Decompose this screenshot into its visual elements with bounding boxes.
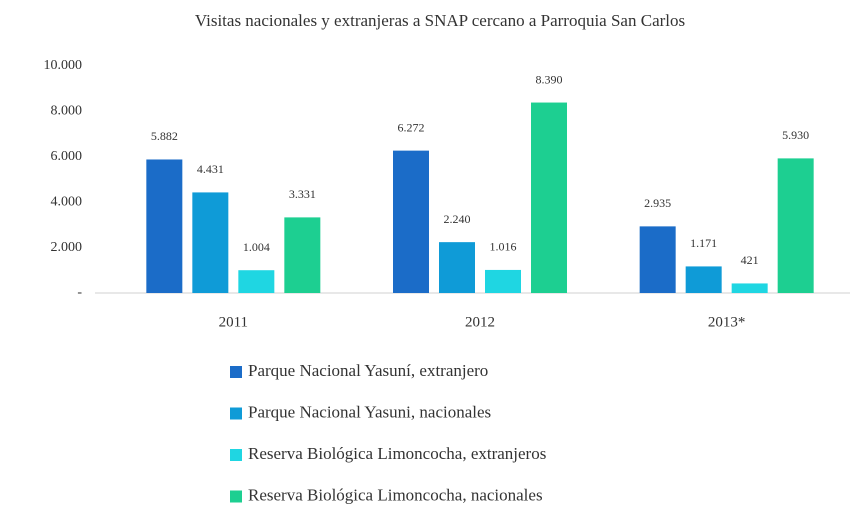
x-tick-label: 2012 [465,314,495,330]
bar [639,226,676,293]
bar [439,242,475,293]
bar [731,283,768,293]
value-label: 8.390 [536,72,563,86]
bar [284,217,321,293]
legend-label: Parque Nacional Yasuní, extranjero [248,361,488,380]
legend-swatch [230,407,242,420]
bar [146,159,183,293]
value-label: 1.004 [243,240,270,254]
value-label: 5.930 [782,128,809,142]
bar [485,269,521,293]
bar [531,102,567,293]
x-tick-label: 2013* [708,314,746,330]
bar [393,150,429,293]
legend-swatch [230,366,242,378]
legend-label: Reserva Biológica Limoncocha, extranjero… [248,444,546,463]
y-tick-label: 10.000 [44,58,83,73]
value-label: 3.331 [289,187,316,201]
bar [685,266,722,293]
bar [192,192,229,293]
bar [777,158,814,293]
legend-swatch [230,449,242,461]
y-tick-label: 2.000 [51,240,83,255]
value-label: 2.240 [444,212,471,226]
value-label: 1.171 [690,236,717,250]
value-label: 4.431 [197,162,224,176]
legend-label: Reserva Biológica Limoncocha, nacionales [248,485,543,504]
y-tick-label: 4.000 [51,194,83,209]
y-tick-label: 8.000 [51,104,83,119]
legend-swatch [230,490,242,503]
x-tick-label: 2011 [219,314,248,330]
y-tick-label: 6.000 [51,149,83,164]
y-tick-label: - [77,285,82,300]
bar [238,270,275,293]
value-label: 6.272 [398,120,425,134]
value-label: 1.016 [490,240,517,254]
chart-title: Visitas nacionales y extranjeras a SNAP … [195,11,685,30]
value-label: 2.935 [644,196,671,210]
value-label: 5.882 [151,129,178,143]
value-label: 421 [741,253,759,267]
legend-label: Parque Nacional Yasuni, nacionales [248,402,491,421]
